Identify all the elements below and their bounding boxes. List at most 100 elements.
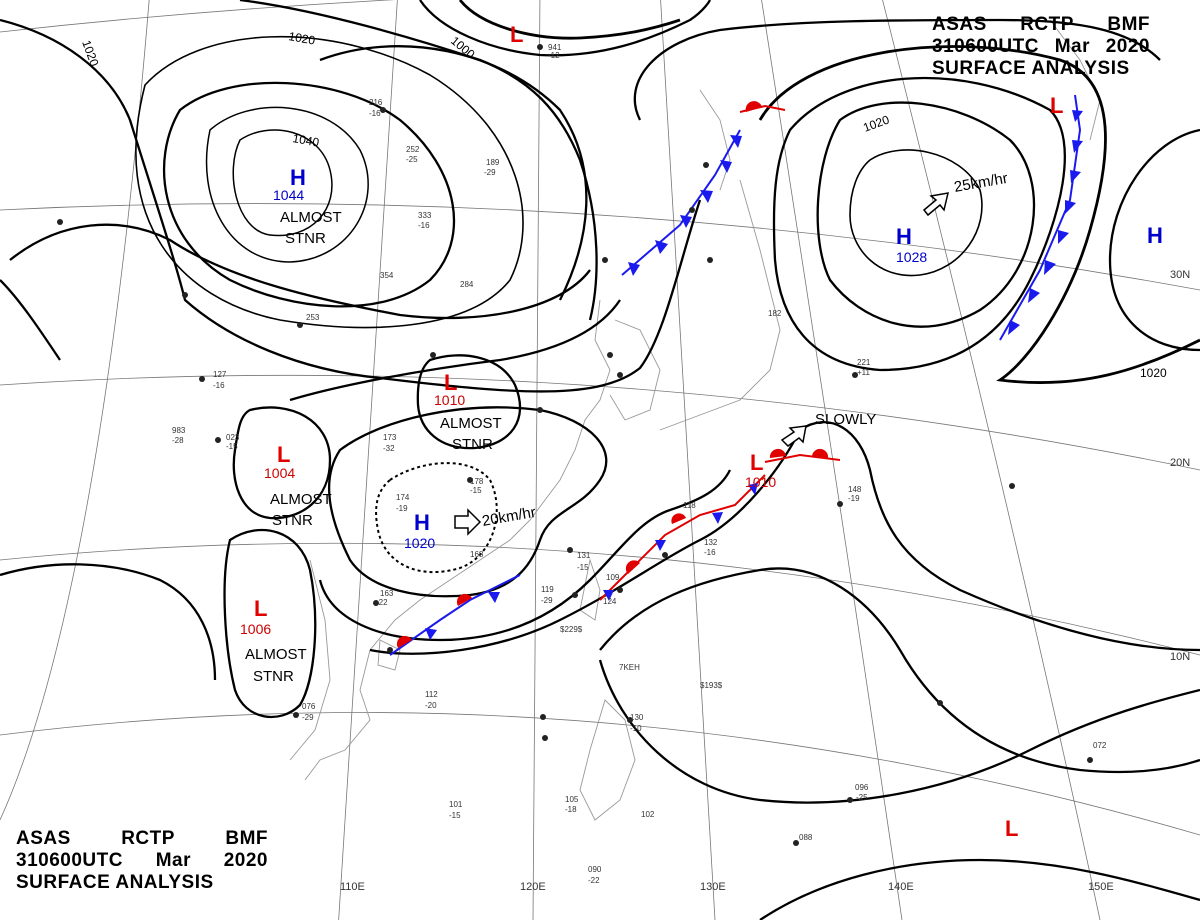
station-value: 333 <box>418 211 432 220</box>
warm-pip <box>769 448 786 458</box>
cold-pip <box>1058 230 1069 244</box>
isobar <box>758 45 1200 384</box>
station-value: 088 <box>799 833 813 842</box>
isobar <box>0 18 702 393</box>
low-center-value: 1010 <box>434 392 465 408</box>
isobar <box>419 0 712 57</box>
chart-title: SURFACE ANALYSIS <box>16 872 214 893</box>
cold-pip <box>655 540 666 551</box>
taiwan <box>579 558 601 621</box>
status-label: STNR <box>285 230 326 247</box>
warm-front <box>764 453 841 463</box>
dashed-isobar <box>375 462 498 573</box>
isobar <box>135 35 524 329</box>
station-value: $193$ <box>700 681 723 690</box>
isobar <box>849 149 983 277</box>
station-value: 112 <box>425 690 438 699</box>
station-code: RCTP <box>1020 14 1074 35</box>
station-value: -19 <box>848 494 860 503</box>
cold-pip <box>1065 200 1076 214</box>
cold-front <box>621 129 741 276</box>
station-value: 118 <box>683 501 696 510</box>
station-value: 130 <box>630 713 644 722</box>
low-center-value: 1004 <box>264 465 295 481</box>
station-markers <box>57 44 1093 846</box>
station-value: 163 <box>380 589 394 598</box>
station-value: -15 <box>577 563 589 572</box>
isobar <box>598 659 1200 804</box>
isobar <box>0 563 217 681</box>
station-value: 131 <box>577 551 591 560</box>
pressure-systems: H 1044 ALMOST STNR H 1028 25km/hr H L L … <box>240 22 1163 841</box>
analysis-month: Mar <box>155 850 191 871</box>
cold-pip <box>748 483 758 495</box>
isobar <box>458 0 681 40</box>
isobar <box>289 299 621 402</box>
station-value: -20 <box>425 701 437 710</box>
cold-pip <box>1072 140 1083 153</box>
luzon <box>579 699 636 821</box>
low-center-letter: L <box>444 370 457 395</box>
station-value: 109 <box>606 573 620 582</box>
station-value: -15 <box>449 811 461 820</box>
latitude-label: 10N <box>1170 651 1190 663</box>
station-value: 101 <box>449 800 463 809</box>
warm-pip <box>745 101 762 112</box>
cold-pip <box>1070 170 1081 183</box>
sakhalin <box>699 89 731 191</box>
cold-pip <box>680 215 692 228</box>
cold-pip <box>730 135 742 148</box>
low-center-letter: L <box>254 596 267 621</box>
high-center-letter: H <box>414 510 430 535</box>
meridian <box>882 0 1101 920</box>
warm-pip <box>456 593 472 606</box>
low-center-letter: L <box>277 442 290 467</box>
analysis-month: Mar <box>1054 36 1090 57</box>
station-value: 090 <box>588 865 602 874</box>
axis-labels: 110E 120E 130E 140E 150E 30N 20N 10N <box>340 269 1190 893</box>
station-value: -29 <box>484 168 496 177</box>
meridian <box>0 0 150 821</box>
high-center-value: 1028 <box>896 249 927 265</box>
station-value: 174 <box>396 493 410 502</box>
isobar <box>162 81 456 308</box>
analysis-time: 310600UTC <box>16 850 123 871</box>
longitude-label: 110E <box>340 881 365 893</box>
station-code: RCTP <box>121 828 175 849</box>
warm-pip <box>625 560 640 574</box>
station-value: -16 <box>213 381 225 390</box>
isobar <box>633 18 1161 121</box>
station-value: 096 <box>855 783 869 792</box>
analysis-time: 310600UTC <box>932 36 1039 57</box>
station-value: 216 <box>369 98 383 107</box>
isobar <box>772 76 1066 372</box>
cold-pip <box>488 592 500 603</box>
status-label: STNR <box>452 436 493 453</box>
fronts <box>389 94 1082 656</box>
chart-header-bottom: ASAS RCTP BMF 310600UTC Mar 2020 SURFACE ANA… <box>16 828 268 894</box>
warm-front-pips <box>396 101 829 648</box>
isobar <box>239 0 598 321</box>
station-value: 354 <box>380 271 394 280</box>
stationary-front <box>599 474 766 601</box>
station-value: -28 <box>172 436 184 445</box>
cold-pip <box>1028 288 1040 303</box>
station-value: 168 <box>470 550 484 559</box>
status-label: STNR <box>272 512 313 529</box>
station-value: 148 <box>848 485 862 494</box>
station-value: -16 <box>369 109 381 118</box>
station-value: -22 <box>376 598 388 607</box>
station-value: 127 <box>213 370 227 379</box>
parallel <box>0 712 1200 836</box>
meridian <box>532 0 541 920</box>
isobar-label: 1040 <box>291 131 320 149</box>
station-value: -16 <box>418 221 430 230</box>
station-value: 189 <box>486 158 500 167</box>
high-center-value: 1020 <box>404 535 435 551</box>
station-value: 253 <box>306 313 320 322</box>
motion-label: SLOWLY <box>815 411 876 428</box>
chart-header-top: ASAS RCTP BMF 310600UTC Mar 2020 SURFACE ANA… <box>932 14 1150 80</box>
agency-code: ASAS <box>16 828 71 849</box>
cold-front-pips <box>425 110 1083 640</box>
